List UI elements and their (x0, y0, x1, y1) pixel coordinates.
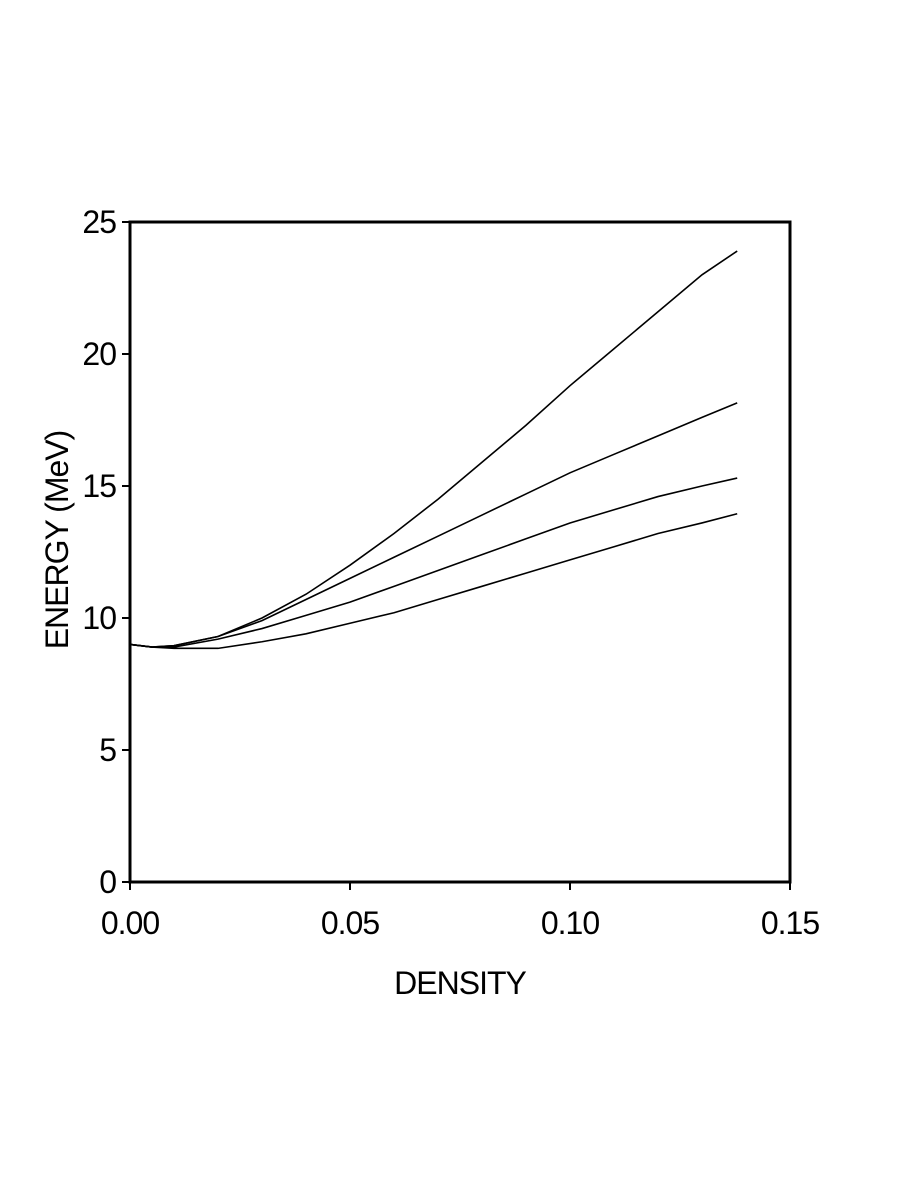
series-line (129, 477, 738, 648)
x-tick-label: 0.00 (101, 905, 159, 941)
x-tick-label: 0.05 (321, 905, 379, 941)
y-tick-label: 5 (99, 732, 116, 768)
series-line (129, 402, 738, 648)
x-axis-label: DENSITY (394, 965, 526, 1001)
y-tick-label: 25 (82, 204, 116, 240)
y-tick-label: 20 (82, 336, 116, 372)
x-tick-label: 0.10 (541, 905, 599, 941)
y-tick-label: 15 (82, 468, 116, 504)
y-axis-label: ENERGY (MeV) (39, 431, 75, 650)
y-tick-label: 0 (99, 864, 116, 900)
series-line (129, 250, 738, 648)
plot-frame (128, 220, 792, 884)
series-line (129, 512, 738, 650)
y-tick-label: 10 (82, 600, 116, 636)
x-tick-label: 0.15 (761, 905, 819, 941)
